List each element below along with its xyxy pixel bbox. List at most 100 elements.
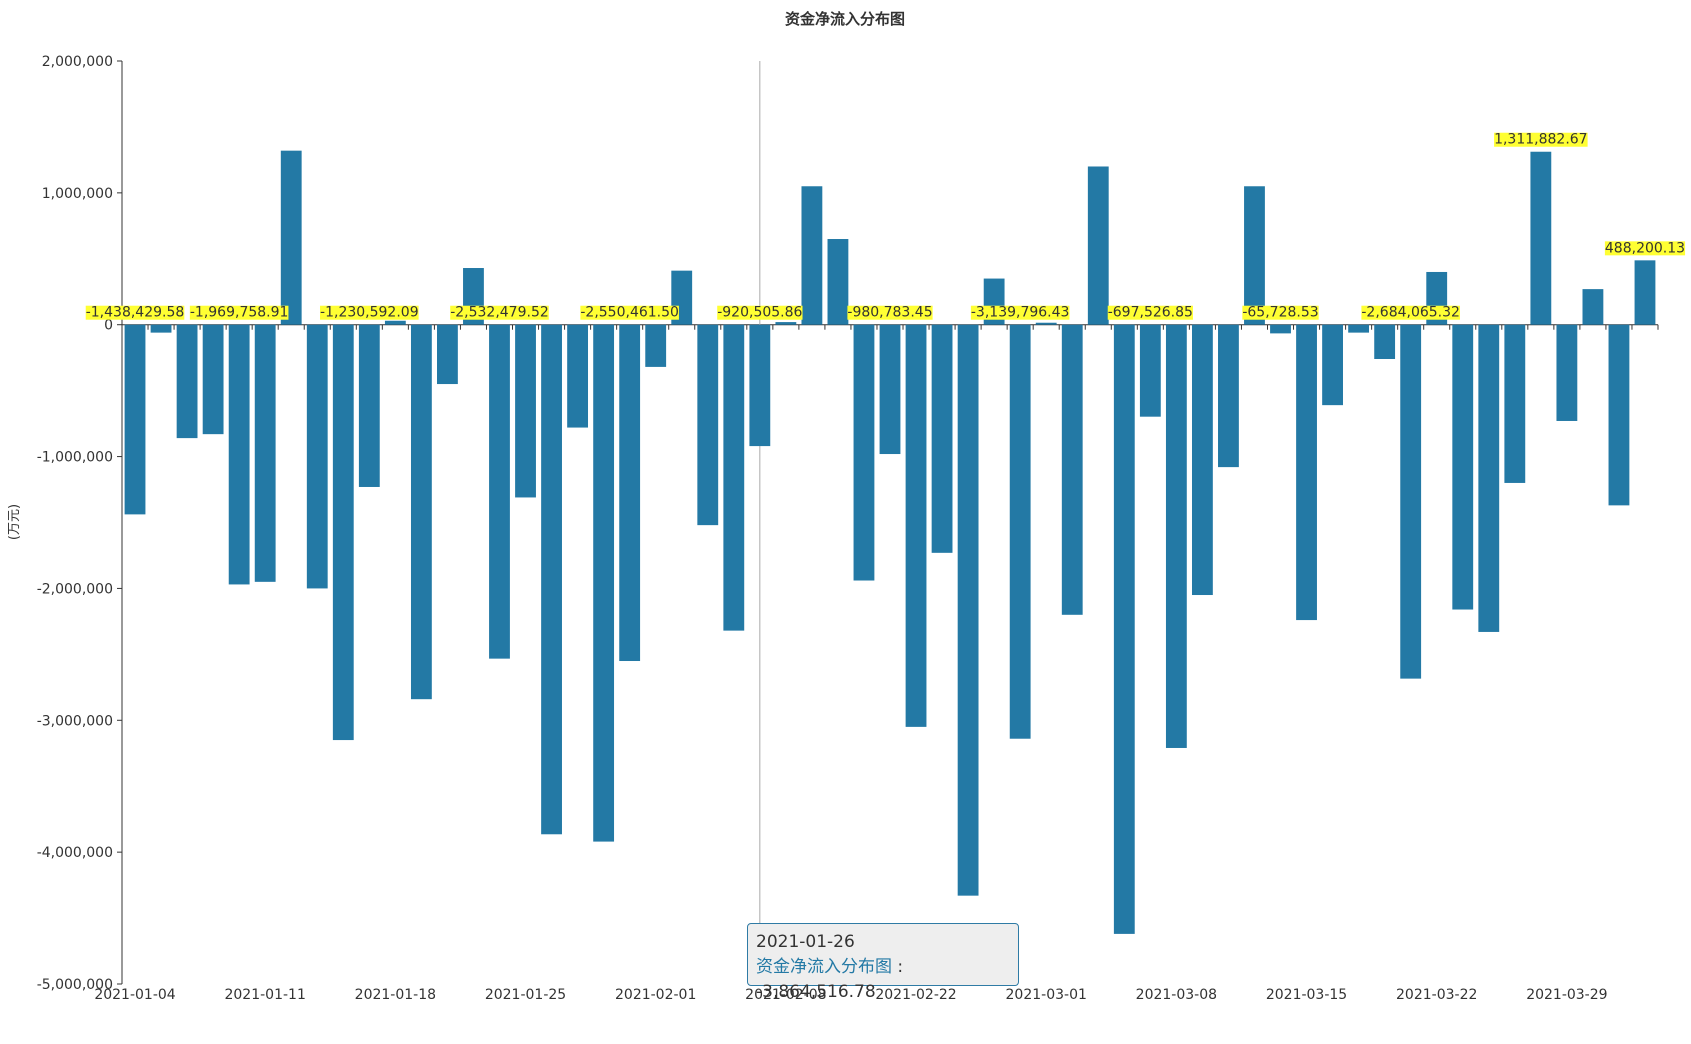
data-label: -697,526.85 <box>1107 305 1193 321</box>
bar[interactable] <box>1374 324 1396 359</box>
x-axis: 2021-01-04 2021-01-11 2021-01-18 2021-01-25… <box>94 324 1659 1003</box>
data-label-text: -980,783.45 <box>847 305 932 321</box>
bar[interactable] <box>1244 186 1265 325</box>
x-tick-label: 2021-03-22 <box>1396 987 1477 1003</box>
bar[interactable] <box>1504 324 1526 483</box>
data-label: -980,783.45 <box>847 305 933 321</box>
bar[interactable] <box>1218 324 1239 468</box>
bar[interactable] <box>957 324 979 896</box>
bar[interactable] <box>384 320 406 325</box>
data-label-text: -920,505.86 <box>717 305 802 321</box>
tooltip-series-name: 资金净流入分布图 <box>756 957 892 977</box>
y-tick-label: -3,000,000 <box>37 713 113 729</box>
data-label-text: -2,684,065.32 <box>1361 305 1460 321</box>
bar[interactable] <box>1634 260 1656 325</box>
bar[interactable] <box>827 239 849 325</box>
x-tick-label: 2021-02-08 <box>745 987 826 1003</box>
data-label-text: -65,728.53 <box>1242 305 1318 321</box>
bar[interactable] <box>697 324 719 526</box>
data-label-bg <box>1361 305 1460 320</box>
bar[interactable] <box>410 324 432 700</box>
bar[interactable] <box>1270 324 1291 334</box>
data-label: -3,139,796.43 <box>970 305 1070 321</box>
bar[interactable] <box>1556 324 1578 421</box>
bar[interactable] <box>124 324 146 515</box>
bar[interactable] <box>775 322 797 325</box>
x-tick-label: 2021-01-11 <box>224 987 305 1003</box>
bar[interactable] <box>931 324 953 553</box>
bar[interactable] <box>1035 322 1057 325</box>
bar[interactable] <box>1348 324 1370 333</box>
tooltip-row: 资金净流入分布图 : -3,864,516.78 <box>756 957 904 1002</box>
data-label-bg <box>189 305 289 320</box>
tooltip-date: 2021-01-26 <box>756 932 855 952</box>
bar[interactable] <box>1191 324 1213 596</box>
chart-title: 资金净流入分布图 <box>785 10 905 28</box>
bar[interactable] <box>645 324 667 367</box>
data-label: -1,969,758.91 <box>189 305 289 321</box>
bar[interactable] <box>1452 324 1474 610</box>
bar[interactable] <box>1139 324 1161 417</box>
bar[interactable] <box>489 324 510 659</box>
data-label-text: -1,230,592.09 <box>320 305 419 321</box>
y-tick-label: -1,000,000 <box>37 450 113 466</box>
bar[interactable] <box>306 324 328 589</box>
bar[interactable] <box>254 324 276 582</box>
data-label-bg <box>1494 132 1588 147</box>
y-axis: 2,000,000 1,000,000 0 -1,000,000 -2,000,000 -… <box>37 54 123 993</box>
bar[interactable] <box>202 324 224 435</box>
bar[interactable] <box>150 324 172 333</box>
x-tick-label: 2021-03-01 <box>1006 987 1087 1003</box>
bar[interactable] <box>332 324 354 741</box>
bar[interactable] <box>593 324 615 842</box>
data-label: -920,505.86 <box>717 305 803 321</box>
bar[interactable] <box>1165 324 1187 748</box>
bar[interactable] <box>1296 324 1317 621</box>
bar[interactable] <box>567 324 589 428</box>
bar[interactable] <box>1009 324 1031 739</box>
data-label: 1,311,882.67 <box>1494 132 1588 148</box>
y-axis-title: (万元) <box>7 504 22 540</box>
bar[interactable] <box>1322 324 1343 406</box>
data-label-text: -2,550,461.50 <box>580 305 679 321</box>
data-label: 488,200.13 <box>1604 240 1686 256</box>
x-tick-label: 2021-03-08 <box>1136 987 1217 1003</box>
bar[interactable] <box>515 324 536 498</box>
bar[interactable] <box>1582 289 1604 325</box>
data-label-text: -1,438,429.58 <box>86 305 185 321</box>
bar[interactable] <box>723 324 745 631</box>
x-tick-label: 2021-01-18 <box>355 987 436 1003</box>
bar[interactable] <box>358 324 380 487</box>
bar[interactable] <box>1087 166 1109 325</box>
data-label: -1,230,592.09 <box>320 305 419 321</box>
x-tick-label: 2021-01-25 <box>485 987 566 1003</box>
bar[interactable] <box>1530 151 1552 325</box>
y-tick-label: 1,000,000 <box>42 186 113 202</box>
data-label-bg <box>717 305 803 320</box>
bar[interactable] <box>749 324 771 447</box>
bar[interactable] <box>879 324 901 455</box>
bar[interactable] <box>1478 324 1500 632</box>
bar[interactable] <box>1061 324 1083 615</box>
bar-series[interactable] <box>124 150 1656 934</box>
bar[interactable] <box>905 324 927 727</box>
bar[interactable] <box>853 324 875 581</box>
x-tick-label: 2021-03-15 <box>1266 987 1347 1003</box>
data-label-bg <box>1242 305 1319 320</box>
bar[interactable] <box>801 186 823 325</box>
bar[interactable] <box>1608 324 1630 506</box>
bar[interactable] <box>619 324 641 662</box>
bar[interactable] <box>1113 324 1135 934</box>
bar[interactable] <box>280 150 302 325</box>
bar[interactable] <box>1400 324 1422 679</box>
data-label: -1,438,429.58 <box>85 305 185 321</box>
bar[interactable] <box>437 324 458 385</box>
y-tick-label: 0 <box>104 318 113 334</box>
x-tick-label: 2021-03-29 <box>1526 987 1607 1003</box>
bar[interactable] <box>176 324 198 439</box>
y-tick-label: 2,000,000 <box>42 54 113 70</box>
bar[interactable] <box>228 324 250 585</box>
data-label: -2,532,479.52 <box>450 305 549 321</box>
bar[interactable] <box>541 324 562 835</box>
